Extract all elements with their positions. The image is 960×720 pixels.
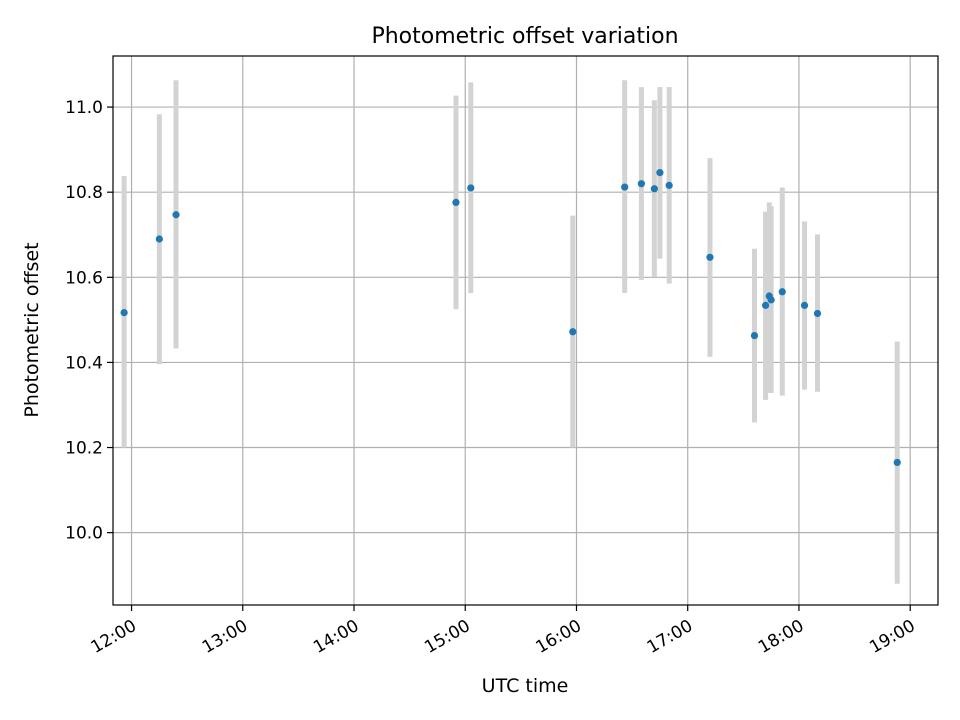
y-tick-label: 11.0 <box>65 98 103 118</box>
data-point <box>761 301 770 309</box>
y-tick-label: 10.6 <box>65 268 103 288</box>
data-point <box>172 211 180 219</box>
data-point <box>665 181 673 189</box>
data-point <box>637 180 645 188</box>
data-point <box>569 328 577 336</box>
data-point <box>706 253 714 261</box>
y-tick-label: 10.0 <box>65 524 103 544</box>
x-tick-label: 15:00 <box>421 616 473 658</box>
x-tick-label: 16:00 <box>533 616 585 658</box>
data-point <box>778 288 786 296</box>
data-point <box>767 296 775 304</box>
data-point <box>120 309 128 317</box>
data-point <box>467 184 475 192</box>
data-point <box>452 198 460 206</box>
y-axis-label: Photometric offset <box>21 242 43 417</box>
x-axis-label: UTC time <box>482 675 569 697</box>
data-point <box>155 235 163 243</box>
data-point <box>650 185 658 193</box>
grid <box>113 56 938 605</box>
x-tick-label: 12:00 <box>88 616 140 658</box>
chart-title: Photometric offset variation <box>371 24 678 49</box>
data-point <box>621 183 629 191</box>
data-point <box>750 332 759 340</box>
x-tick-label: 13:00 <box>199 616 251 658</box>
x-tick-label: 14:00 <box>310 616 362 658</box>
y-tick-label: 10.2 <box>65 439 103 459</box>
data-point <box>813 309 822 318</box>
y-tick-label: 10.4 <box>65 353 103 373</box>
data-point <box>656 169 664 177</box>
data-points <box>120 169 901 467</box>
y-tick-label: 10.8 <box>65 183 103 203</box>
x-tick-label: 19:00 <box>866 616 918 658</box>
x-tick-label: 17:00 <box>644 616 696 658</box>
y-axis-ticks: 10.0 10.2 10.4 10.6 10.8 11.0 <box>65 98 113 544</box>
error-bars <box>121 80 900 584</box>
data-point <box>893 458 901 467</box>
x-tick-label: 18:00 <box>755 616 807 658</box>
plot-frame <box>112 55 939 606</box>
data-point <box>800 301 809 309</box>
x-axis-ticks: 12:00 13:00 14:00 15:00 16:00 17:00 18:00 19:00 <box>88 605 919 658</box>
